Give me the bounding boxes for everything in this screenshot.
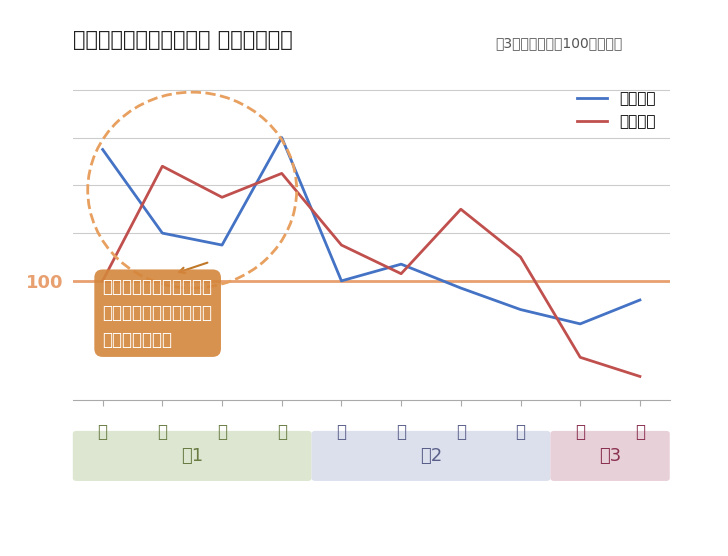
Text: 冬: 冬 <box>277 423 287 440</box>
Text: 早慶上理・国公立大は、
高１時入会者がもっとも
合格率が高い。: 早慶上理・国公立大は、 高１時入会者がもっとも 合格率が高い。 <box>103 278 213 349</box>
Legend: 国公立大, 早慶上理: 国公立大, 早慶上理 <box>571 86 662 135</box>
Text: 夏: 夏 <box>396 423 406 440</box>
Text: マナビス生の入会時期別 合格率の推移: マナビス生の入会時期別 合格率の推移 <box>73 30 293 50</box>
Text: （3年間の平均を100とする）: （3年間の平均を100とする） <box>495 36 622 50</box>
Text: 夏: 夏 <box>635 423 645 440</box>
Text: 高3: 高3 <box>599 447 621 465</box>
Text: 秋: 秋 <box>217 423 227 440</box>
Text: 夏: 夏 <box>157 423 167 440</box>
Text: 高2: 高2 <box>420 447 442 465</box>
Text: 春: 春 <box>336 423 347 440</box>
Text: 春: 春 <box>98 423 108 440</box>
Text: 秋: 秋 <box>456 423 466 440</box>
Text: 春: 春 <box>575 423 585 440</box>
Text: 高1: 高1 <box>181 447 203 465</box>
Text: 冬: 冬 <box>515 423 526 440</box>
